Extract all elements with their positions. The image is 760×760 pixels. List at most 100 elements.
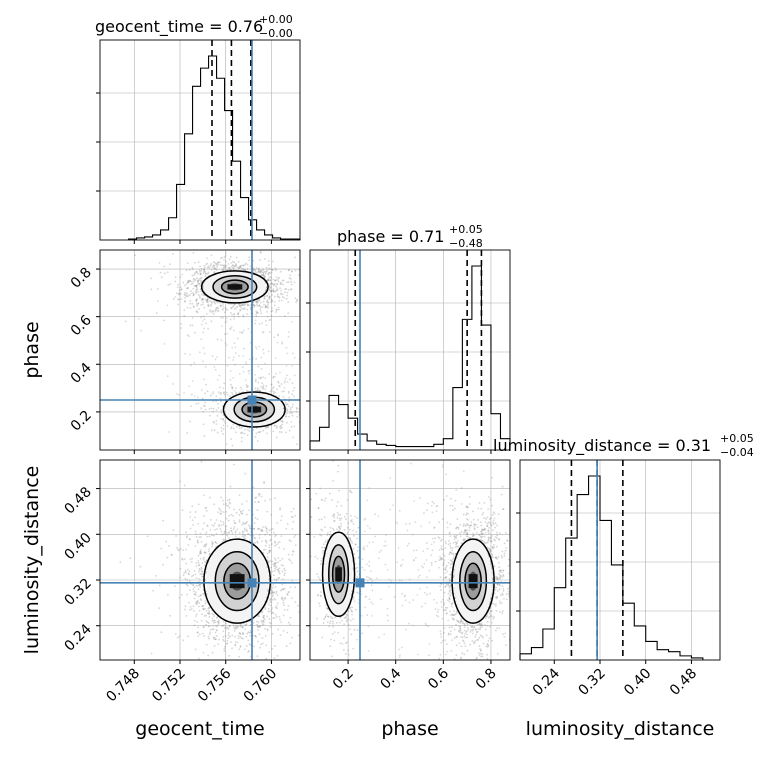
sample-point bbox=[263, 276, 266, 279]
sample-point bbox=[225, 503, 228, 505]
sample-point bbox=[244, 269, 246, 271]
sample-point bbox=[222, 433, 225, 435]
sample-point bbox=[213, 503, 216, 506]
sample-point bbox=[242, 355, 245, 358]
sample-point bbox=[289, 540, 292, 543]
sample-point bbox=[229, 327, 231, 330]
sample-point bbox=[253, 527, 256, 530]
sample-point bbox=[249, 644, 252, 647]
sample-point bbox=[231, 647, 233, 650]
y-tick-label: 0.2 bbox=[68, 407, 95, 434]
sample-point bbox=[202, 592, 204, 595]
sample-point bbox=[215, 301, 218, 303]
sample-point bbox=[262, 617, 265, 619]
sample-point bbox=[267, 560, 270, 563]
sample-point bbox=[287, 604, 290, 607]
sample-point bbox=[185, 283, 188, 285]
sample-point bbox=[242, 371, 245, 373]
sample-point bbox=[295, 410, 298, 413]
sample-point bbox=[270, 290, 273, 293]
sample-point bbox=[243, 536, 245, 539]
sample-point bbox=[191, 274, 194, 277]
sample-point bbox=[185, 295, 188, 298]
sample-point bbox=[231, 386, 234, 389]
sample-point bbox=[215, 419, 218, 422]
sample-point bbox=[233, 261, 236, 264]
sample-point bbox=[241, 332, 244, 334]
sample-point bbox=[266, 278, 269, 281]
sample-point bbox=[426, 502, 429, 505]
sample-point bbox=[279, 287, 281, 290]
sample-point bbox=[249, 525, 252, 528]
sample-point bbox=[499, 577, 501, 580]
sample-point bbox=[292, 389, 295, 392]
sample-point bbox=[291, 405, 294, 408]
sample-point bbox=[174, 632, 177, 635]
sample-point bbox=[258, 533, 261, 536]
sample-point bbox=[254, 270, 257, 273]
sample-point bbox=[197, 303, 200, 305]
sample-point bbox=[214, 302, 217, 305]
sample-point bbox=[202, 331, 205, 334]
sample-point bbox=[269, 626, 272, 628]
sample-point bbox=[232, 463, 235, 466]
sample-point bbox=[224, 422, 227, 425]
sample-point bbox=[228, 501, 231, 504]
x-tick-label: 0.752 bbox=[149, 666, 189, 706]
sample-point bbox=[283, 608, 286, 611]
sample-point bbox=[202, 360, 204, 363]
sample-point bbox=[200, 338, 203, 341]
sample-point bbox=[189, 324, 192, 327]
sample-point bbox=[215, 268, 218, 271]
sample-point bbox=[285, 431, 287, 434]
sample-point bbox=[244, 648, 246, 651]
sample-point bbox=[200, 293, 203, 296]
sample-point bbox=[220, 496, 223, 499]
sample-point bbox=[268, 296, 270, 299]
sample-point bbox=[282, 395, 285, 398]
sample-point bbox=[196, 631, 199, 634]
sample-point bbox=[248, 532, 250, 535]
sample-point bbox=[264, 627, 266, 630]
sample-point bbox=[219, 304, 222, 307]
sample-point bbox=[242, 268, 245, 271]
sample-point bbox=[194, 545, 197, 547]
sample-point bbox=[262, 271, 265, 274]
sample-point bbox=[180, 593, 183, 596]
sample-point bbox=[199, 557, 202, 560]
sample-point bbox=[272, 376, 275, 379]
sample-point bbox=[264, 272, 267, 275]
sample-point bbox=[213, 300, 216, 303]
sample-point bbox=[276, 283, 279, 286]
sample-point bbox=[196, 541, 199, 544]
sample-point bbox=[255, 358, 258, 360]
sample-point bbox=[187, 281, 190, 284]
sample-point bbox=[290, 288, 293, 290]
sample-point bbox=[284, 415, 287, 418]
sample-point bbox=[211, 651, 214, 654]
sample-point bbox=[224, 525, 227, 528]
sample-point bbox=[235, 663, 237, 665]
sample-point bbox=[264, 606, 266, 609]
sample-point bbox=[480, 623, 483, 626]
sample-point bbox=[285, 403, 288, 406]
sample-point bbox=[199, 273, 202, 275]
sample-point bbox=[256, 623, 258, 626]
sample-point bbox=[262, 386, 265, 389]
sample-point bbox=[273, 562, 276, 565]
sample-point bbox=[177, 298, 180, 301]
sample-point bbox=[270, 282, 273, 285]
sample-point bbox=[175, 292, 178, 295]
sample-point bbox=[272, 574, 275, 577]
sample-point bbox=[208, 610, 211, 612]
sample-point bbox=[235, 627, 238, 630]
sample-point bbox=[287, 288, 290, 291]
sample-point bbox=[157, 288, 159, 290]
sample-point bbox=[232, 267, 235, 270]
sample-point bbox=[234, 641, 237, 643]
sample-point bbox=[198, 564, 201, 567]
sample-point bbox=[194, 573, 197, 576]
sample-point bbox=[484, 542, 486, 545]
sample-point bbox=[194, 511, 197, 513]
sample-point bbox=[188, 538, 191, 541]
